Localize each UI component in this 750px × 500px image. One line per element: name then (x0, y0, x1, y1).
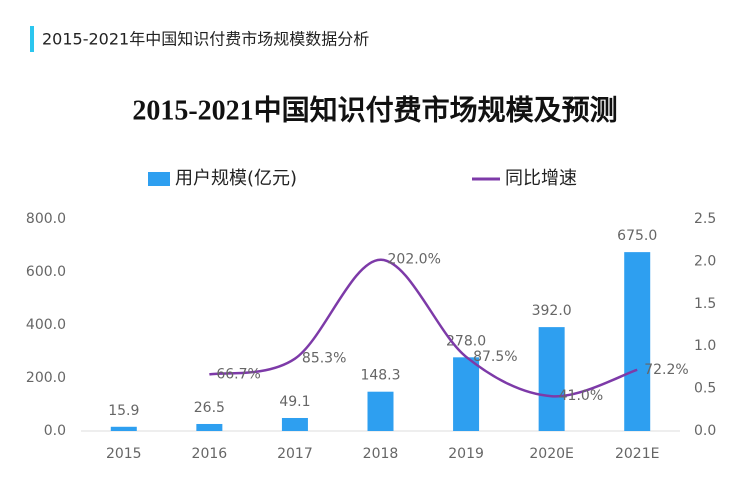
bar-value-label: 15.9 (108, 403, 139, 419)
y2-tick-label: 2.5 (694, 211, 716, 227)
y-tick-label: 600.0 (26, 264, 66, 280)
x-tick-label: 2015 (106, 446, 142, 462)
bar (538, 327, 565, 431)
bar-value-label: 49.1 (279, 394, 310, 410)
y-tick-label: 200.0 (26, 370, 66, 386)
line-value-label: 85.3% (302, 351, 346, 367)
chart-title: 2015-2021中国知识付费市场规模及预测 (132, 93, 617, 126)
line-value-label: 202.0% (388, 252, 441, 268)
bar (196, 423, 223, 431)
header-title: 2015-2021年中国知识付费市场规模数据分析 (42, 30, 369, 49)
bar-value-label: 675.0 (617, 228, 657, 244)
x-tick-label: 2017 (277, 446, 313, 462)
x-tick-label: 2016 (192, 446, 228, 462)
legend-label: 用户规模(亿元) (175, 168, 297, 189)
growth-line (209, 258, 638, 398)
y-tick-label: 0.0 (44, 423, 66, 439)
bar (110, 426, 137, 431)
line-value-label: 66.7% (216, 366, 260, 382)
line-value-label: 72.2% (644, 362, 688, 378)
y-tick-label: 800.0 (26, 211, 66, 227)
bar (453, 357, 480, 431)
y2-tick-label: 0.5 (694, 381, 716, 397)
y-tick-label: 400.0 (26, 317, 66, 333)
header-accent (30, 26, 34, 52)
y2-tick-label: 1.0 (694, 338, 716, 354)
x-tick-label: 2018 (363, 446, 399, 462)
legend-swatch (148, 172, 170, 186)
bar (367, 391, 394, 431)
bar-value-label: 26.5 (194, 400, 225, 416)
bar-value-label: 148.3 (360, 368, 400, 384)
y2-tick-label: 2.0 (694, 253, 716, 269)
line-value-label: 87.5% (473, 349, 517, 365)
x-tick-label: 2020E (529, 446, 573, 462)
x-tick-label: 2021E (615, 446, 659, 462)
y2-tick-label: 0.0 (694, 423, 716, 439)
y2-tick-label: 1.5 (694, 296, 716, 312)
line-value-label: 41.0% (559, 388, 603, 404)
legend-label: 同比增速 (505, 168, 577, 189)
x-tick-label: 2019 (448, 446, 484, 462)
bar (624, 252, 651, 431)
bar (281, 417, 308, 431)
bar-value-label: 392.0 (532, 303, 572, 319)
